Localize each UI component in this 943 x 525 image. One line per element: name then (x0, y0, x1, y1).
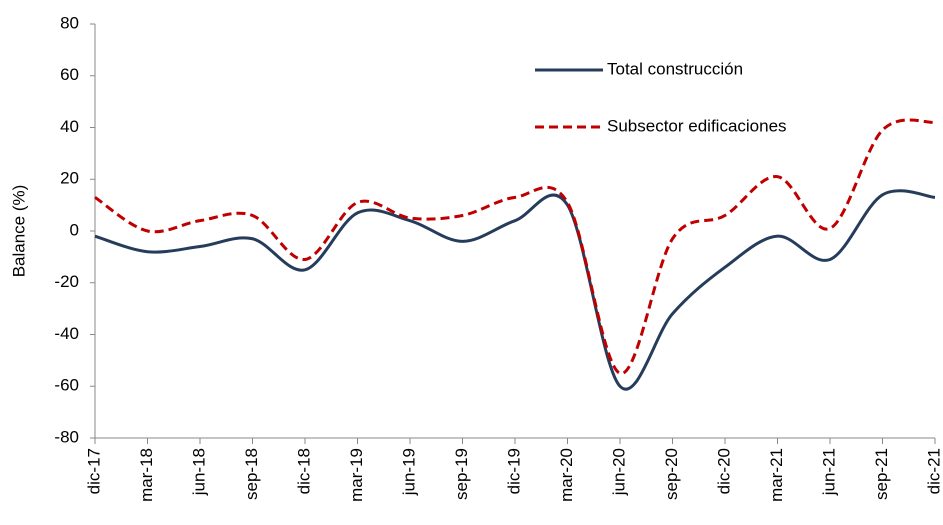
x-tick-label: sep-19 (452, 448, 471, 500)
y-tick-label: -60 (54, 376, 79, 395)
x-tick-label: sep-21 (872, 448, 891, 500)
x-tick-label: jun-18 (189, 448, 208, 496)
y-tick-label: -20 (54, 272, 79, 291)
x-tick-label: jun-21 (819, 448, 838, 496)
x-tick-label: dic-20 (714, 448, 733, 494)
x-tick-label: dic-17 (84, 448, 103, 494)
x-tick-label: sep-18 (242, 448, 261, 500)
y-tick-label: -80 (54, 427, 79, 446)
x-tick-label: mar-19 (347, 448, 366, 502)
x-tick-label: dic-19 (504, 448, 523, 494)
x-tick-label: jun-19 (399, 448, 418, 496)
y-tick-label: 40 (60, 117, 79, 136)
y-tick-label: -40 (54, 324, 79, 343)
legend-label: Total construcción (607, 59, 743, 78)
x-tick-label: mar-18 (137, 448, 156, 502)
y-axis-label: Balance (%) (9, 185, 28, 278)
x-tick-label: mar-21 (767, 448, 786, 502)
y-tick-label: 80 (60, 13, 79, 32)
x-tick-label: mar-20 (557, 448, 576, 502)
series-line (94, 118, 936, 375)
y-tick-label: 0 (70, 220, 79, 239)
x-tick-label: dic-21 (924, 448, 943, 494)
y-tick-label: 20 (60, 169, 79, 188)
x-tick-label: dic-18 (294, 448, 313, 494)
y-tick-label: 60 (60, 65, 79, 84)
legend-label: Subsector edificaciones (607, 116, 787, 135)
x-tick-label: sep-20 (662, 448, 681, 500)
series-line (94, 189, 936, 391)
x-tick-label: jun-20 (609, 448, 628, 496)
